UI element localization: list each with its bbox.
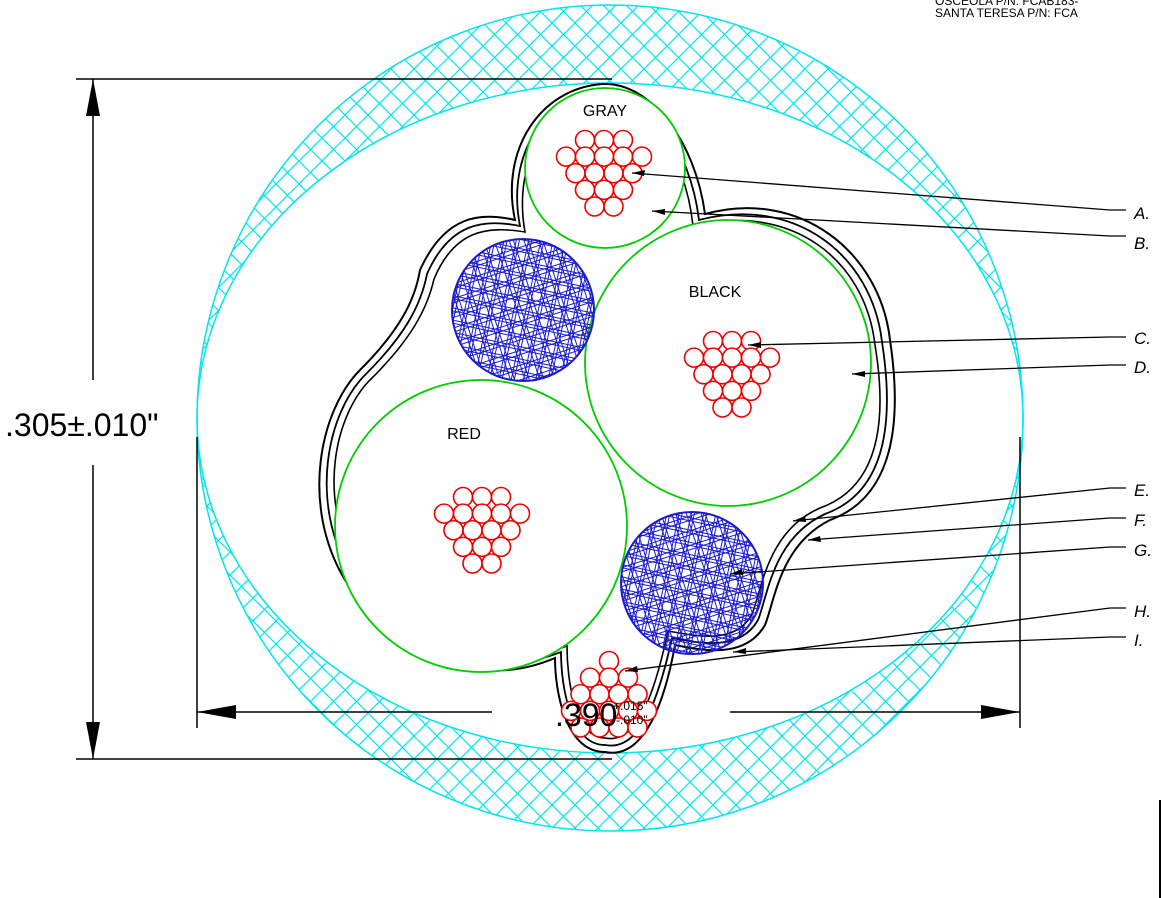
strand — [612, 146, 634, 167]
filler-lower-overlay — [621, 512, 763, 654]
shield-layer-middle — [325, 89, 888, 747]
strand — [584, 162, 605, 184]
strand — [593, 146, 615, 167]
strand — [731, 363, 752, 385]
strand — [574, 146, 596, 167]
drain-strand-bundle — [560, 650, 658, 738]
red-strand-bundle — [433, 486, 531, 574]
horizontal-arrow-right — [981, 705, 1020, 719]
callout-a: A. — [1133, 204, 1150, 223]
callout-e: E. — [1134, 481, 1150, 500]
strand — [452, 536, 474, 558]
strand — [617, 667, 639, 688]
leader-arrowheads — [625, 170, 865, 672]
width-tolerance-plus: +.015" — [613, 699, 648, 713]
strand — [693, 363, 714, 385]
leader-d — [851, 364, 1126, 375]
shield-layer-inner — [333, 95, 881, 740]
black-strand-bundle — [683, 330, 781, 418]
strand — [683, 347, 705, 368]
horizontal-dimension — [196, 437, 1021, 728]
strand — [750, 363, 771, 385]
strand — [443, 519, 464, 541]
strand — [721, 347, 743, 368]
strand — [490, 536, 512, 558]
height-dimension-label: .305±.010" — [5, 407, 158, 443]
shield-layer-outer — [318, 82, 896, 754]
callout-f: F. — [1134, 511, 1147, 530]
strand — [636, 700, 658, 722]
strand — [481, 553, 502, 574]
strand — [712, 363, 733, 385]
width-dimension-label: .390 — [555, 697, 617, 733]
strand — [490, 503, 512, 524]
callout-g: G. — [1134, 541, 1152, 560]
leader-c — [747, 336, 1126, 346]
strand — [565, 162, 586, 184]
strand — [627, 717, 648, 738]
strand — [627, 683, 648, 705]
strand — [452, 503, 474, 524]
strand — [731, 397, 752, 418]
leader-g — [729, 546, 1126, 575]
red-label: RED — [447, 426, 481, 443]
strand — [740, 347, 762, 368]
strand — [481, 519, 502, 541]
width-tolerance-minus: -.010" — [616, 713, 648, 727]
callout-h: H. — [1134, 602, 1151, 621]
header-santa-teresa-pn: SANTA TERESA P/N: FCA — [935, 6, 1078, 20]
vertical-arrow-bottom — [86, 722, 100, 759]
strand — [631, 146, 653, 167]
vertical-arrow-top — [86, 79, 100, 116]
leader-b — [651, 210, 1126, 237]
strand — [462, 519, 483, 541]
callout-c: C. — [1134, 329, 1151, 348]
strand — [500, 519, 521, 541]
leader-a — [631, 172, 1126, 211]
leader-f — [807, 517, 1126, 541]
strand — [574, 179, 596, 201]
strand — [740, 380, 762, 402]
callout-d: D. — [1134, 358, 1151, 377]
strand — [712, 397, 733, 418]
strand — [603, 196, 624, 217]
strand — [471, 536, 493, 558]
strand — [759, 347, 781, 368]
header-osceola-pn: OSCEOLA P/N: FCAB183- — [935, 0, 1079, 8]
filler-upper-overlay — [452, 239, 594, 381]
gray-strand-bundle — [555, 129, 653, 217]
callout-b: B. — [1134, 234, 1150, 253]
strand — [603, 162, 624, 184]
strand — [555, 146, 577, 167]
callout-i: I. — [1134, 631, 1143, 650]
gray-label: GRAY — [583, 103, 627, 120]
black-label: BLACK — [689, 284, 742, 301]
strand — [721, 380, 743, 402]
strand — [462, 553, 483, 574]
vertical-dimension — [76, 78, 612, 760]
horizontal-arrow-left — [197, 705, 236, 719]
leader-lines — [624, 172, 1126, 672]
strand — [471, 503, 493, 524]
strand — [579, 667, 601, 688]
strand — [598, 667, 620, 688]
leader-i — [732, 636, 1126, 653]
leader-e — [792, 487, 1126, 522]
strand — [584, 196, 605, 217]
strand — [702, 380, 724, 402]
strand — [593, 179, 615, 201]
strand — [702, 347, 724, 368]
strand — [509, 503, 531, 524]
strand — [433, 503, 455, 524]
strand — [612, 179, 634, 201]
